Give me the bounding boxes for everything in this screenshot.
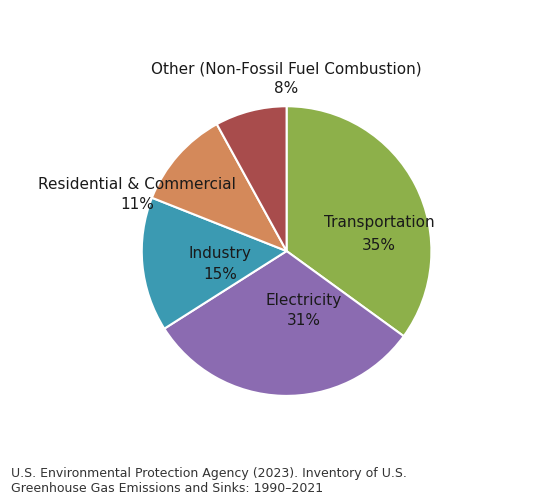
Text: 8%: 8% (274, 82, 299, 96)
Text: 31%: 31% (287, 313, 321, 328)
Text: 15%: 15% (203, 266, 237, 281)
Wedge shape (287, 106, 431, 336)
Wedge shape (217, 106, 287, 251)
Text: 11%: 11% (120, 197, 155, 212)
Text: Industry: Industry (189, 246, 251, 262)
Text: Electricity: Electricity (266, 293, 342, 308)
Text: Transportation: Transportation (324, 214, 434, 230)
Text: 35%: 35% (362, 238, 397, 253)
Text: Residential & Commercial: Residential & Commercial (39, 177, 236, 192)
Text: U.S. Environmental Protection Agency (2023). Inventory of U.S.
Greenhouse Gas Em: U.S. Environmental Protection Agency (20… (11, 467, 407, 495)
Wedge shape (142, 198, 287, 328)
Wedge shape (164, 251, 404, 396)
Text: Other (Non-Fossil Fuel Combustion): Other (Non-Fossil Fuel Combustion) (151, 61, 422, 76)
Wedge shape (152, 124, 287, 251)
